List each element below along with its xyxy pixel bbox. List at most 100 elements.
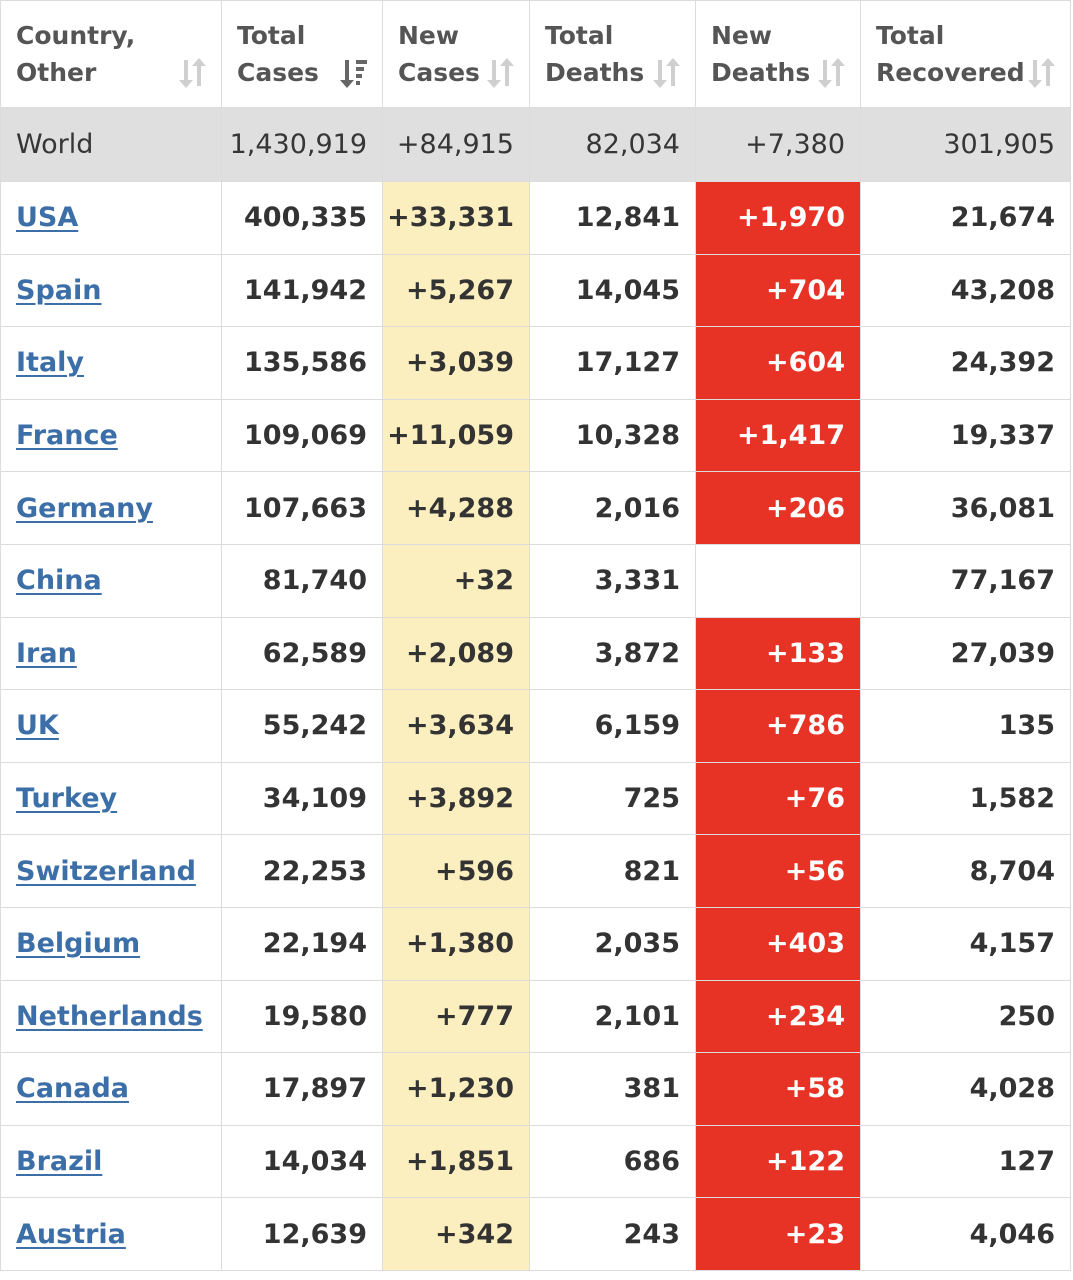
new-deaths-cell: +133 [695, 616, 861, 691]
new-cases-cell: +33,331 [382, 181, 530, 255]
new-cases-cell: +342 [382, 1197, 530, 1271]
sort-icon[interactable] [487, 56, 515, 90]
new-deaths-cell: +23 [695, 1197, 861, 1271]
header-total-cases[interactable]: Total Cases [221, 0, 383, 108]
country-link[interactable]: France [16, 420, 118, 452]
table-row: Brazil 14,034 +1,851 686 +122 127 [0, 1124, 1071, 1199]
table-row: USA 400,335 +33,331 12,841 +1,970 21,674 [0, 181, 1071, 255]
country-link[interactable]: Turkey [16, 783, 118, 815]
country-link[interactable]: Iran [16, 637, 77, 669]
country-link[interactable]: UK [16, 710, 59, 742]
total-recovered-cell: 43,208 [860, 253, 1071, 328]
country-cell: Austria [0, 1197, 222, 1271]
total-deaths-cell: 2,035 [529, 906, 696, 981]
table-row: China 81,740 +32 3,331 77,167 [0, 543, 1071, 618]
total-cases-cell: 19,580 [221, 979, 383, 1054]
table-header: Country, Other Total Cases New Cases Total D… [0, 0, 1071, 108]
total-cases-cell: 12,639 [221, 1197, 383, 1271]
new-deaths-cell: +786 [695, 689, 861, 763]
header-total-recovered[interactable]: Total Recovered [860, 0, 1071, 108]
table-row: Netherlands 19,580 +777 2,101 +234 250 [0, 979, 1071, 1054]
total-cases-cell: 22,194 [221, 906, 383, 981]
total-cases-cell: 1,430,919 [221, 107, 383, 182]
total-deaths-cell: 14,045 [529, 253, 696, 328]
header-row: Country, Other Total Cases New Cases Total D… [0, 0, 1071, 108]
sort-icon[interactable] [653, 56, 681, 90]
total-deaths-cell: 17,127 [529, 326, 696, 400]
country-cell: Germany [0, 471, 222, 545]
header-label: Total Cases [237, 21, 319, 87]
total-cases-cell: 109,069 [221, 398, 383, 473]
country-link[interactable]: China [16, 565, 102, 597]
country-link[interactable]: Spain [16, 274, 102, 306]
new-deaths-cell: +1,417 [695, 398, 861, 473]
new-cases-cell: +84,915 [382, 107, 530, 182]
header-label: New Cases [398, 21, 480, 87]
country-link[interactable]: Austria [16, 1218, 126, 1250]
total-recovered-cell: 301,905 [860, 107, 1071, 182]
header-new-cases[interactable]: New Cases [382, 0, 530, 108]
new-deaths-cell: +403 [695, 906, 861, 981]
country-cell: Brazil [0, 1124, 222, 1199]
total-cases-cell: 141,942 [221, 253, 383, 328]
new-cases-cell: +2,089 [382, 616, 530, 691]
new-deaths-cell: +604 [695, 326, 861, 400]
country-link[interactable]: Germany [16, 492, 153, 524]
country-link[interactable]: Belgium [16, 928, 141, 960]
total-deaths-cell: 2,016 [529, 471, 696, 545]
total-deaths-cell: 821 [529, 834, 696, 908]
table-row: Canada 17,897 +1,230 381 +58 4,028 [0, 1052, 1071, 1126]
new-deaths-cell: +58 [695, 1052, 861, 1126]
country-cell: Belgium [0, 906, 222, 981]
country-link[interactable]: Netherlands [16, 1000, 203, 1032]
header-label: Total Recovered [876, 21, 1025, 87]
table-row: Italy 135,586 +3,039 17,127 +604 24,392 [0, 326, 1071, 400]
country-link[interactable]: Italy [16, 347, 85, 379]
total-recovered-cell: 8,704 [860, 834, 1071, 908]
total-recovered-cell: 19,337 [860, 398, 1071, 473]
total-deaths-cell: 6,159 [529, 689, 696, 763]
total-deaths-cell: 3,331 [529, 543, 696, 618]
header-label: New Deaths [711, 21, 811, 87]
total-cases-cell: 107,663 [221, 471, 383, 545]
new-deaths-cell: +76 [695, 761, 861, 836]
sort-icon[interactable] [818, 56, 846, 90]
total-recovered-cell: 135 [860, 689, 1071, 763]
table-row: Switzerland 22,253 +596 821 +56 8,704 [0, 834, 1071, 908]
country-cell: World [0, 107, 222, 182]
new-cases-cell: +5,267 [382, 253, 530, 328]
total-cases-cell: 81,740 [221, 543, 383, 618]
table-row: Spain 141,942 +5,267 14,045 +704 43,208 [0, 253, 1071, 328]
table-row: Iran 62,589 +2,089 3,872 +133 27,039 [0, 616, 1071, 691]
total-deaths-cell: 10,328 [529, 398, 696, 473]
header-total-deaths[interactable]: Total Deaths [529, 0, 696, 108]
new-cases-cell: +4,288 [382, 471, 530, 545]
country-cell: Turkey [0, 761, 222, 836]
country-link[interactable]: Canada [16, 1073, 130, 1105]
total-recovered-cell: 21,674 [860, 181, 1071, 255]
new-cases-cell: +11,059 [382, 398, 530, 473]
country-link[interactable]: Brazil [16, 1146, 103, 1178]
country-cell: USA [0, 181, 222, 255]
new-cases-cell: +3,039 [382, 326, 530, 400]
header-country[interactable]: Country, Other [0, 0, 222, 108]
total-recovered-cell: 4,157 [860, 906, 1071, 981]
total-cases-cell: 17,897 [221, 1052, 383, 1126]
new-deaths-cell: +234 [695, 979, 861, 1054]
total-cases-cell: 14,034 [221, 1124, 383, 1199]
new-deaths-cell: +7,380 [695, 107, 861, 182]
country-link[interactable]: USA [16, 202, 79, 234]
total-recovered-cell: 77,167 [860, 543, 1071, 618]
country-cell: France [0, 398, 222, 473]
country-link[interactable]: Switzerland [16, 855, 196, 887]
sort-desc-icon[interactable] [340, 56, 368, 90]
sort-icon[interactable] [1028, 56, 1056, 90]
table-row: Belgium 22,194 +1,380 2,035 +403 4,157 [0, 906, 1071, 981]
header-new-deaths[interactable]: New Deaths [695, 0, 861, 108]
total-recovered-cell: 4,028 [860, 1052, 1071, 1126]
total-cases-cell: 34,109 [221, 761, 383, 836]
total-recovered-cell: 127 [860, 1124, 1071, 1199]
sort-icon[interactable] [179, 56, 207, 90]
new-cases-cell: +596 [382, 834, 530, 908]
new-cases-cell: +3,892 [382, 761, 530, 836]
